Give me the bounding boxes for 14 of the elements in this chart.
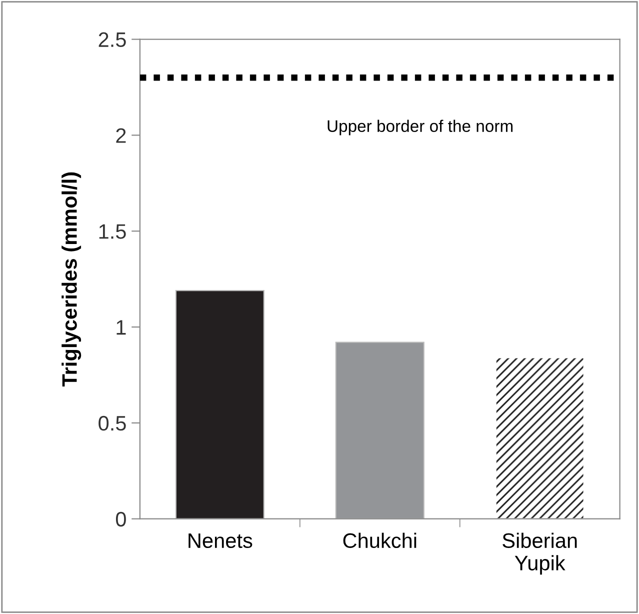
- y-axis-title: Triglycerides (mmol/l): [62, 172, 82, 386]
- y-tick-label: 0: [116, 512, 126, 527]
- y-tick-label: 0.5: [98, 416, 126, 431]
- y-tick-label: 2: [116, 128, 126, 143]
- bar: [495, 357, 584, 519]
- ref-line-label: Upper border of the norm: [328, 120, 513, 136]
- y-tick-label: 1: [116, 320, 126, 335]
- bar: [175, 290, 264, 519]
- y-tick-label: 1.5: [99, 224, 126, 239]
- bar: [335, 342, 424, 519]
- y-tick-label: 2.5: [98, 32, 126, 48]
- x-tick-label: Nenets: [188, 533, 252, 548]
- x-tick-label: Siberian Yupik: [502, 532, 577, 575]
- x-tick-label: Chukchi: [343, 532, 416, 548]
